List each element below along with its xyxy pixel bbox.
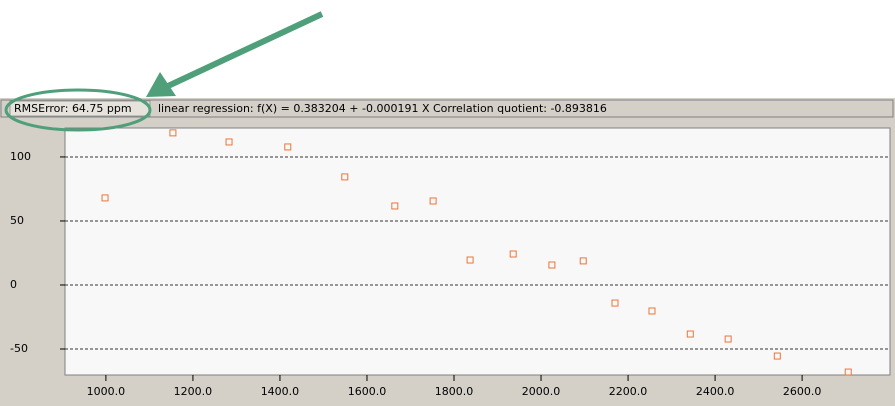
y-tick-label: 100 (10, 150, 31, 163)
x-tick-label: 2600.0 (783, 385, 822, 398)
point (509, 250, 517, 258)
plot-area (64, 127, 891, 376)
header-bar (0, 99, 894, 118)
point (773, 352, 781, 360)
point (225, 138, 233, 146)
x-tick-label: 2200.0 (609, 385, 648, 398)
point (101, 194, 109, 202)
y-tick-label: 0 (10, 278, 17, 291)
point (548, 261, 556, 269)
rms-text: RMSError: 64.75 ppm (14, 102, 132, 115)
point (724, 335, 732, 343)
x-tick-label: 1600.0 (348, 385, 387, 398)
highlight-ellipse (4, 88, 152, 132)
point (648, 307, 656, 315)
x-tick-label: 2000.0 (522, 385, 561, 398)
y-tick-label: 50 (10, 214, 24, 227)
arrow-head (146, 72, 176, 97)
x-tick-label: 1800.0 (435, 385, 474, 398)
point (284, 143, 292, 151)
y-tick-label: -50 (10, 342, 28, 355)
point (429, 197, 437, 205)
point (341, 173, 349, 181)
x-tick-label: 1000.0 (87, 385, 126, 398)
point (686, 330, 694, 338)
arrow-shaft (166, 11, 324, 89)
x-tick-label: 1400.0 (261, 385, 300, 398)
regression-text: linear regression: f(X) = 0.383204 + -0.… (158, 102, 607, 115)
point (466, 256, 474, 264)
x-tick-label: 1200.0 (174, 385, 213, 398)
point (169, 129, 177, 137)
point (844, 368, 852, 376)
point (391, 202, 399, 210)
x-tick-label: 2400.0 (696, 385, 735, 398)
point (579, 257, 587, 265)
point (611, 299, 619, 307)
